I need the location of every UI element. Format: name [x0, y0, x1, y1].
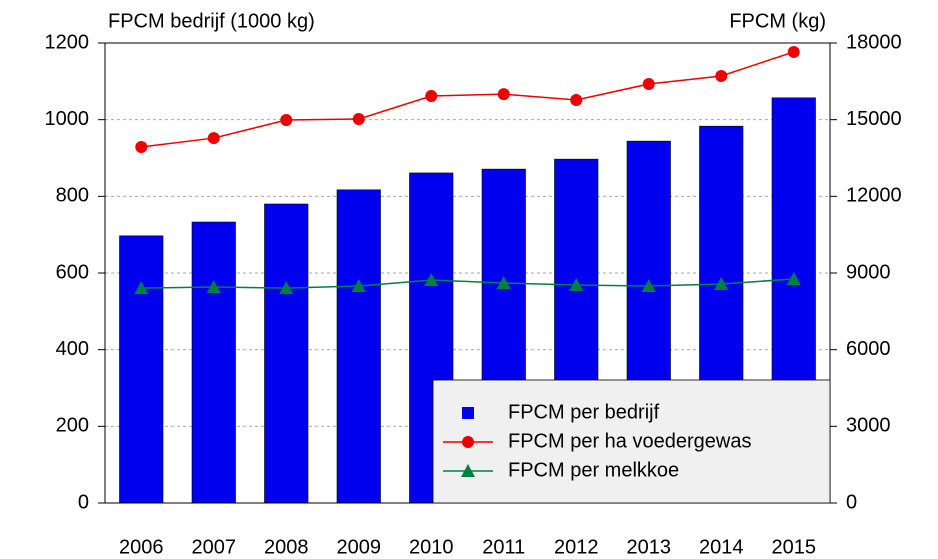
- bar: [191, 221, 236, 504]
- marker: [352, 113, 365, 126]
- bar: [336, 189, 381, 504]
- legend: FPCM per bedrijf FPCM per ha voedergewas F…: [432, 379, 831, 504]
- marker: [135, 141, 148, 154]
- y-tick-label: 800: [56, 185, 89, 207]
- y-tick-label: 400: [56, 338, 89, 360]
- y-tick-label: 0: [78, 491, 89, 513]
- y2-tick-label: 0: [846, 491, 857, 513]
- marker: [570, 93, 583, 106]
- marker: [134, 281, 149, 295]
- x-tick-label: 2010: [409, 536, 454, 558]
- y2-tick-label: 15000: [846, 108, 902, 130]
- y2-tick-label: 6000: [846, 338, 891, 360]
- x-tick-label: 2007: [192, 536, 237, 558]
- marker: [641, 279, 656, 293]
- marker: [425, 90, 438, 103]
- marker: [279, 281, 294, 295]
- legend-marker: [462, 436, 474, 448]
- legend-label: FPCM per melkkoe: [508, 459, 679, 481]
- marker: [715, 69, 728, 82]
- marker: [351, 279, 366, 293]
- line: [141, 278, 794, 289]
- x-tick-label: 2012: [554, 536, 599, 558]
- bar: [264, 203, 309, 504]
- y-tick-label: 200: [56, 415, 89, 437]
- legend-box: [432, 379, 831, 504]
- marker: [497, 88, 510, 101]
- marker: [207, 132, 220, 145]
- y2-tick-label: 3000: [846, 415, 891, 437]
- legend-marker: [462, 407, 474, 419]
- legend-label: FPCM per ha voedergewas: [508, 430, 751, 452]
- x-tick-label: 2015: [772, 536, 817, 558]
- y-tick-label: 1200: [45, 31, 90, 53]
- x-tick-label: 2011: [482, 536, 525, 558]
- y-tick-label: 1000: [45, 108, 90, 130]
- marker: [569, 278, 584, 292]
- legend-marker: [461, 464, 475, 477]
- line: [141, 51, 794, 148]
- marker: [206, 280, 221, 294]
- x-tick-label: 2006: [119, 536, 164, 558]
- marker: [496, 275, 511, 289]
- x-tick-label: 2014: [699, 536, 744, 558]
- marker: [787, 45, 800, 58]
- x-tick-label: 2008: [264, 536, 309, 558]
- y-axis-title: FPCM bedrijf (1000 kg): [108, 10, 315, 32]
- x-tick-label: 2013: [627, 536, 672, 558]
- marker: [424, 273, 439, 287]
- marker: [642, 78, 655, 91]
- y2-tick-label: 9000: [846, 261, 891, 283]
- legend-label: FPCM per bedrijf: [508, 401, 660, 423]
- marker: [786, 272, 801, 286]
- y2-axis-title: FPCM (kg): [729, 10, 826, 32]
- y2-tick-label: 12000: [846, 185, 902, 207]
- y-tick-label: 600: [56, 261, 89, 283]
- x-tick-label: 2009: [337, 536, 382, 558]
- marker: [280, 114, 293, 127]
- marker: [714, 276, 729, 290]
- bar: [119, 235, 164, 504]
- y2-tick-label: 18000: [846, 31, 902, 53]
